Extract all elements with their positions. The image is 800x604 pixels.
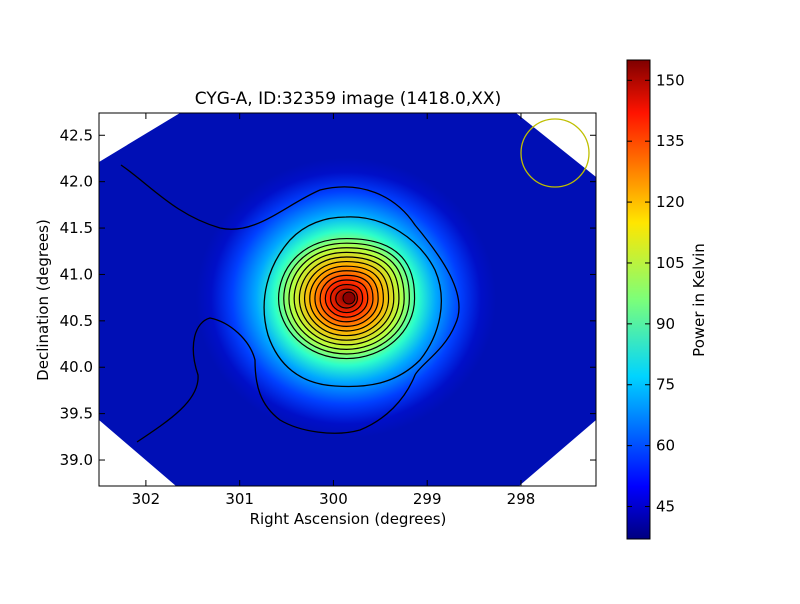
x-axis-label: Right Ascension (degrees)	[250, 510, 447, 528]
plot-frame	[98, 112, 597, 487]
y-tick-label: 39.5	[60, 405, 93, 423]
x-tick-label: 298	[507, 490, 536, 508]
contour-line	[298, 256, 395, 341]
colorbar-ticks: 45 60 75 90 105 120 135 150	[627, 71, 685, 516]
contour-outer-upper	[120, 164, 460, 443]
contour-line	[303, 260, 390, 337]
contour-line	[288, 247, 405, 350]
plot-area	[99, 113, 596, 486]
colorbar-tick-label: 90	[656, 315, 675, 333]
peak-marker	[342, 291, 356, 305]
contour-line	[314, 270, 379, 327]
beam-circle	[520, 118, 590, 188]
y-tick-label: 40.5	[60, 312, 93, 330]
inner-contours	[277, 237, 416, 360]
colorbar-tick-label: 60	[656, 437, 675, 455]
contour-line	[309, 265, 384, 332]
contour-line	[324, 279, 369, 318]
contour-outer	[263, 216, 442, 388]
y-tick-label: 41.0	[60, 265, 93, 283]
y-tick-label: 40.0	[60, 358, 93, 376]
x-tick-label: 300	[319, 490, 348, 508]
y-tick-label: 41.5	[60, 219, 93, 237]
y-axis-label: Declination (degrees)	[34, 219, 52, 381]
contour-line	[335, 288, 358, 309]
colorbar-tick-label: 105	[656, 254, 685, 272]
contour-line	[283, 242, 410, 355]
x-tick-label: 302	[132, 490, 161, 508]
y-tick-label: 39.0	[60, 451, 93, 469]
contour-line	[319, 274, 374, 323]
contour-lines	[120, 164, 460, 443]
contour-line	[277, 237, 416, 360]
x-tick-label: 301	[225, 490, 254, 508]
colorbar-tick-label: 150	[656, 71, 685, 89]
colorbar-gradient	[626, 59, 651, 540]
chart-title: CYG-A, ID:32359 image (1418.0,XX)	[195, 89, 501, 109]
y-tick-label: 42.0	[60, 173, 93, 191]
colorbar-tick-label: 135	[656, 132, 685, 150]
colorbar-tick-label: 45	[656, 498, 675, 516]
colorbar-tick-label: 75	[656, 376, 675, 394]
y-tick-label: 42.5	[60, 126, 93, 144]
y-axis: 39.0 39.5 40.0 40.5 41.0 41.5 42.0 42.5	[60, 126, 596, 469]
x-tick-label: 299	[413, 490, 442, 508]
colorbar-tick-label: 120	[656, 193, 685, 211]
contour-line	[329, 283, 364, 314]
colorbar-label: Power in Kelvin	[690, 243, 708, 357]
contour-line	[293, 251, 400, 346]
colorbar: 45 60 75 90 105 120 135 150 Power in Kelvin	[626, 59, 708, 540]
x-axis: 302 301 300 299 298	[132, 113, 536, 508]
